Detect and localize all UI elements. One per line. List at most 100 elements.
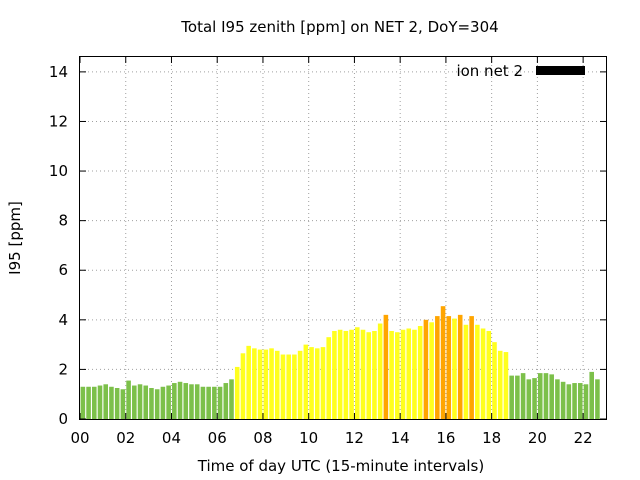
- bar: [377, 323, 383, 419]
- bar: [452, 318, 457, 419]
- bar: [234, 366, 240, 419]
- bar: [400, 329, 406, 419]
- bar: [486, 330, 492, 419]
- bar: [200, 386, 206, 419]
- x-tick-label: 06: [208, 429, 227, 447]
- bar: [429, 322, 434, 419]
- bar: [355, 327, 360, 419]
- y-tick-label: 4: [58, 311, 68, 329]
- bar: [492, 342, 497, 419]
- bar: [314, 348, 320, 419]
- x-tick-label: 02: [116, 429, 135, 447]
- bar: [440, 306, 446, 419]
- bar: [383, 314, 389, 419]
- bar: [126, 380, 131, 419]
- bar: [366, 332, 372, 419]
- bar: [446, 316, 452, 419]
- y-tick-label: 0: [58, 410, 68, 428]
- bar: [274, 350, 280, 419]
- y-tick-label: 10: [49, 162, 68, 180]
- bar: [332, 330, 337, 419]
- bar: [143, 385, 149, 419]
- bar: [560, 381, 566, 419]
- bar: [417, 326, 423, 419]
- bar: [263, 349, 269, 419]
- bar: [114, 388, 120, 419]
- x-tick-label: 08: [253, 429, 272, 447]
- bar: [149, 388, 154, 419]
- bar: [320, 347, 326, 419]
- bar: [537, 373, 543, 419]
- bar: [406, 328, 412, 419]
- bar: [475, 324, 480, 419]
- y-tick-label: 12: [49, 112, 68, 130]
- bar: [309, 347, 314, 419]
- bar: [526, 379, 532, 419]
- bar: [303, 344, 309, 419]
- bar: [280, 354, 286, 419]
- bar: [166, 385, 171, 419]
- bar: [595, 379, 600, 419]
- y-tick-label: 6: [58, 261, 68, 279]
- bar: [246, 345, 251, 419]
- bar: [520, 373, 526, 419]
- bar: [503, 352, 509, 419]
- x-tick-label: 14: [391, 429, 410, 447]
- grid-lines: [80, 57, 606, 419]
- bar: [372, 330, 377, 419]
- x-tick-label: 20: [528, 429, 547, 447]
- bar: [257, 349, 263, 419]
- bar: [229, 379, 234, 419]
- bar: [343, 330, 349, 419]
- bar: [395, 332, 400, 419]
- bar: [577, 383, 583, 419]
- bar: [337, 329, 343, 419]
- x-axis-label: Time of day UTC (15-minute intervals): [197, 457, 484, 475]
- bar: [240, 353, 246, 419]
- bar: [212, 386, 217, 419]
- bar: [223, 383, 229, 419]
- x-tick-label: 16: [436, 429, 455, 447]
- bar: [457, 314, 463, 419]
- legend: ion net 2: [456, 62, 585, 80]
- bar: [80, 386, 86, 419]
- bar: [589, 371, 594, 419]
- bar: [583, 384, 589, 419]
- bar: [292, 354, 297, 419]
- bar: [154, 389, 160, 419]
- bar: [189, 384, 194, 419]
- x-tick-label: 04: [162, 429, 181, 447]
- bar: [389, 330, 394, 419]
- bar: [549, 374, 554, 419]
- bar: [480, 328, 486, 419]
- bar: [412, 329, 417, 419]
- bar: [109, 386, 114, 419]
- bar: [286, 354, 291, 419]
- y-tick-label: 14: [49, 63, 68, 81]
- bar: [177, 381, 183, 419]
- bar: [572, 383, 577, 419]
- bars: [80, 306, 600, 419]
- bar: [469, 316, 474, 419]
- bar: [137, 384, 143, 419]
- bar: [103, 384, 109, 419]
- plot-frame: [79, 56, 607, 420]
- bar: [97, 385, 103, 419]
- bar: [555, 379, 560, 419]
- bar: [132, 385, 137, 419]
- bar: [183, 383, 189, 419]
- bar: [297, 350, 303, 419]
- bar: [194, 384, 200, 419]
- chart-title: Total I95 zenith [ppm] on NET 2, DoY=304: [180, 18, 498, 36]
- bar: [160, 386, 166, 419]
- bar: [206, 386, 211, 419]
- bar: [509, 375, 514, 419]
- bar: [349, 329, 354, 419]
- bar: [252, 348, 257, 419]
- x-tick-label: 22: [574, 429, 593, 447]
- x-tick-label: 18: [482, 429, 501, 447]
- bar: [463, 324, 469, 419]
- bar: [360, 329, 366, 419]
